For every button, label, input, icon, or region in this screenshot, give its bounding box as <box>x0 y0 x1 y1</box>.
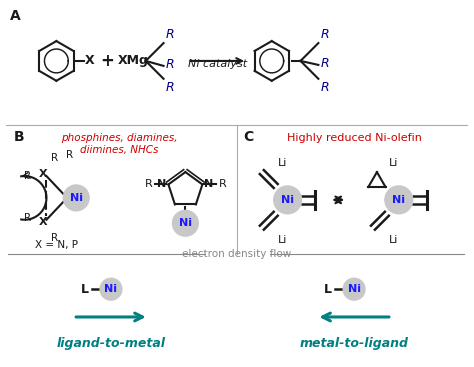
Text: Ni: Ni <box>392 195 405 205</box>
Text: B: B <box>14 130 24 144</box>
Text: R: R <box>51 233 58 243</box>
Text: +: + <box>100 52 114 70</box>
Text: R: R <box>165 58 174 72</box>
Text: R: R <box>165 28 174 41</box>
Circle shape <box>273 186 301 214</box>
Text: phosphines, diamines,
diimines, NHCs: phosphines, diamines, diimines, NHCs <box>61 133 177 155</box>
Text: X: X <box>85 54 95 68</box>
Text: X: X <box>39 217 48 227</box>
Text: A: A <box>10 9 20 23</box>
Text: Highly reduced Ni-olefin: Highly reduced Ni-olefin <box>287 133 421 143</box>
Text: Ni catalyst: Ni catalyst <box>188 59 246 69</box>
Text: R: R <box>320 28 329 41</box>
Text: L: L <box>324 283 332 296</box>
Circle shape <box>173 210 198 236</box>
Circle shape <box>385 186 413 214</box>
Text: R: R <box>165 81 174 94</box>
Text: X = N, P: X = N, P <box>35 240 78 250</box>
Text: Li: Li <box>389 235 399 244</box>
Text: R: R <box>51 153 58 163</box>
Text: Li: Li <box>278 158 287 168</box>
Text: metal-to-ligand: metal-to-ligand <box>300 337 409 350</box>
Text: N: N <box>157 179 166 189</box>
Text: Li: Li <box>278 235 287 244</box>
Text: R: R <box>320 81 329 94</box>
Text: C: C <box>243 130 253 144</box>
Text: Ni: Ni <box>104 284 118 294</box>
Text: R: R <box>25 213 32 223</box>
Text: R: R <box>145 179 153 189</box>
Text: L: L <box>81 283 89 296</box>
Text: R: R <box>25 171 32 181</box>
Text: X: X <box>39 169 48 179</box>
Text: Ni: Ni <box>70 193 83 203</box>
Text: XMg: XMg <box>118 54 149 68</box>
Circle shape <box>343 278 365 300</box>
Text: Ni: Ni <box>179 218 192 228</box>
Text: Ni: Ni <box>347 284 361 294</box>
Text: R: R <box>66 150 73 160</box>
Text: electron density flow: electron density flow <box>182 250 292 259</box>
Text: N: N <box>204 179 214 189</box>
Text: R: R <box>320 57 329 70</box>
Text: Li: Li <box>389 158 399 168</box>
Circle shape <box>64 185 89 211</box>
Text: R: R <box>219 179 227 189</box>
Text: ligand-to-metal: ligand-to-metal <box>56 337 165 350</box>
Circle shape <box>100 278 122 300</box>
Text: Ni: Ni <box>281 195 294 205</box>
